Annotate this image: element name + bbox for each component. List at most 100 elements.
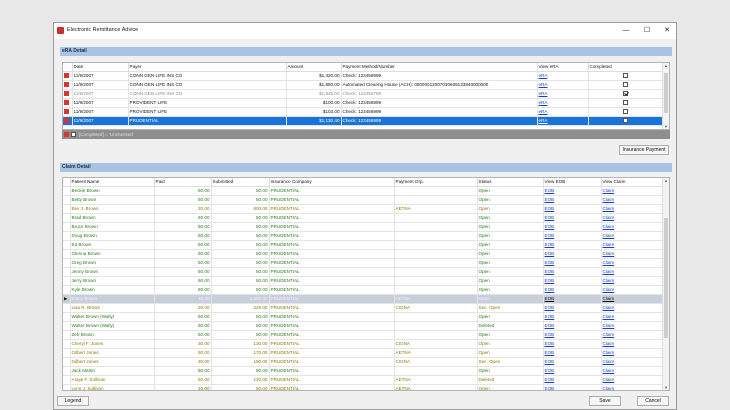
claim-scrollbar[interactable]: ▲ ▼ <box>662 178 669 390</box>
claim-row[interactable]: Kyle Brown 50.00 50.00 PRUDENTIAL Open EOB Cla… <box>63 285 664 295</box>
view-eob-link[interactable]: EOB <box>544 215 555 220</box>
claim-row[interactable]: Greg Brown 50.00 50.00 PRUDENTIAL Open EOB Cla… <box>63 258 664 268</box>
view-eob-link[interactable]: EOB <box>544 287 555 292</box>
claim-row[interactable]: Cheryl F. Jones 30.00 130.00 PRUDENTIAL CIGN… <box>63 339 664 349</box>
claim-column-header[interactable]: Paid <box>154 178 212 187</box>
claim-row[interactable]: Jenny Brown 50.00 50.00 PRUDENTIAL Open EOB Cl… <box>63 267 664 277</box>
pdf-icon[interactable] <box>64 91 69 97</box>
view-eob-link[interactable]: EOB <box>544 386 555 391</box>
view-eob-link[interactable]: EOB <box>544 350 555 355</box>
era-row[interactable]: 11/9/2007 PRUDENTIAL $1,130.40 Check: 12345… <box>63 116 664 126</box>
claim-column-header[interactable]: Insurance Company <box>269 178 395 187</box>
claim-row[interactable]: Doug Brown 50.00 50.00 PRUDENTIAL Open EOB Cla… <box>63 231 664 241</box>
claim-row[interactable]: Beckie Brown 50.00 50.00 PRUDENTIAL Open EOB C… <box>63 186 664 196</box>
view-eob-link[interactable]: EOB <box>544 251 555 256</box>
filter-enable-checkbox[interactable] <box>71 132 76 137</box>
minimize-button[interactable]: — <box>622 27 630 34</box>
view-claim-link[interactable]: Claim <box>602 287 615 292</box>
view-claim-link[interactable]: Claim <box>602 251 615 256</box>
view-eob-link[interactable]: EOB <box>544 377 555 382</box>
view-claim-link[interactable]: Claim <box>602 350 615 355</box>
era-scroll-thumb[interactable] <box>664 73 668 113</box>
view-claim-link[interactable]: Claim <box>602 215 615 220</box>
view-claim-link[interactable]: Claim <box>602 197 615 202</box>
claim-row[interactable]: ▶ Stacy Brown 40.00 1,600.00 PRUDENTIAL AETNA… <box>63 294 664 304</box>
view-era-link[interactable]: eRA <box>538 109 548 114</box>
view-eob-link[interactable]: EOB <box>544 197 555 202</box>
claim-row[interactable]: Bruce Brown 50.00 50.00 PRUDENTIAL Open EOB Cl… <box>63 222 664 232</box>
view-era-link[interactable]: eRA <box>538 91 548 96</box>
era-column-header[interactable]: View eRA <box>537 63 589 72</box>
completed-checkbox[interactable] <box>623 91 628 97</box>
scroll-down-icon[interactable]: ▼ <box>664 385 668 390</box>
claim-row[interactable]: Bev J. Brown 20.00 800.00 PRUDENTIAL AETNA Op… <box>63 204 664 214</box>
claim-column-header[interactable]: Status <box>477 178 544 187</box>
view-claim-link[interactable]: Claim <box>602 206 615 211</box>
claim-column-header[interactable]: Patient Name <box>70 178 155 187</box>
claim-row[interactable]: Lisa R. Brown 30.00 225.00 PRUDENTIAL CIGNA S… <box>63 303 664 313</box>
completed-checkbox[interactable] <box>623 109 628 115</box>
view-claim-link[interactable]: Claim <box>602 233 615 238</box>
view-claim-link[interactable]: Claim <box>602 242 615 247</box>
claim-row[interactable]: Jerry Brown 50.00 50.00 PRUDENTIAL Open EOB Cl… <box>63 276 664 286</box>
claim-row[interactable]: Ed Brown 50.00 50.00 PRUDENTIAL Open EOB Claim <box>63 240 664 250</box>
view-claim-link[interactable]: Claim <box>602 305 615 310</box>
scroll-up-icon[interactable]: ▲ <box>664 178 668 183</box>
view-era-link[interactable]: eRA <box>538 118 548 123</box>
view-eob-link[interactable]: EOB <box>544 305 555 310</box>
claim-column-header[interactable]: Submitted <box>211 178 270 187</box>
era-row[interactable]: 11/9/2007 CONN GEN LIFE INS CO $1,420.00 Ch… <box>63 71 664 81</box>
save-button[interactable]: Save <box>589 396 621 406</box>
claim-row[interactable]: Gilbert Jones 30.00 150.00 PRUDENTIAL CIGNA S… <box>63 357 664 367</box>
scroll-down-icon[interactable]: ▼ <box>664 124 668 129</box>
era-scrollbar[interactable]: ▲ ▼ <box>662 63 669 129</box>
claim-row[interactable]: Lynn J. Sullivan 10.00 50.00 PRUDENTIAL AETN… <box>63 384 664 391</box>
view-claim-link[interactable]: Claim <box>602 314 615 319</box>
view-claim-link[interactable]: Claim <box>602 332 615 337</box>
view-claim-link[interactable]: Claim <box>602 188 615 193</box>
view-claim-link[interactable]: Claim <box>602 323 615 328</box>
view-eob-link[interactable]: EOB <box>544 206 555 211</box>
claim-row[interactable]: Brad Brown 50.00 50.00 PRUDENTIAL Open EOB Cla… <box>63 213 664 223</box>
view-eob-link[interactable]: EOB <box>544 341 555 346</box>
view-eob-link[interactable]: EOB <box>544 314 555 319</box>
claim-row[interactable]: Walter Brown (Wally) 50.00 50.00 PRUDENTIAL… <box>63 312 664 322</box>
completed-checkbox[interactable] <box>623 73 628 79</box>
close-button[interactable]: ✕ <box>664 27 670 34</box>
view-eob-link[interactable]: EOB <box>544 260 555 265</box>
view-claim-link[interactable]: Claim <box>602 368 615 373</box>
claim-row[interactable]: Betty Brown 50.00 50.00 PRUDENTIAL Open EOB Cl… <box>63 195 664 205</box>
clear-filter-icon[interactable] <box>64 132 69 137</box>
view-eob-link[interactable]: EOB <box>544 296 555 301</box>
view-eob-link[interactable]: EOB <box>544 233 555 238</box>
view-eob-link[interactable]: EOB <box>544 323 555 328</box>
maximize-button[interactable]: ☐ <box>643 27 651 34</box>
era-column-header[interactable]: Payer <box>128 63 287 72</box>
view-claim-link[interactable]: Claim <box>602 278 615 283</box>
view-eob-link[interactable]: EOB <box>544 368 555 373</box>
pdf-icon[interactable] <box>64 82 69 88</box>
view-era-link[interactable]: eRA <box>538 100 548 105</box>
claim-row[interactable]: Glenna Brown 50.00 50.00 PRUDENTIAL Open EOB C… <box>63 249 664 259</box>
claim-row[interactable]: Zeb Brown 50.00 50.00 PRUDENTIAL Open EOB Clai… <box>63 330 664 340</box>
claim-column-header[interactable]: View Claim <box>601 178 664 187</box>
view-claim-link[interactable]: Claim <box>602 341 615 346</box>
claim-column-header[interactable]: View EOB <box>543 178 602 187</box>
view-eob-link[interactable]: EOB <box>544 269 555 274</box>
era-column-header[interactable]: Date <box>72 63 129 72</box>
claim-row[interactable]: Walter Brown (Wally) 50.00 50.00 PRUDENTIAL… <box>63 321 664 331</box>
view-eob-link[interactable]: EOB <box>544 224 555 229</box>
claim-column-header[interactable]: Payment Grp. <box>394 178 478 187</box>
claim-row[interactable]: Gilbert Jones 50.00 170.00 PRUDENTIAL AETNA O… <box>63 348 664 358</box>
view-eob-link[interactable]: EOB <box>544 359 555 364</box>
insurance-payment-button[interactable]: Insurance Payment <box>619 145 669 155</box>
pdf-icon[interactable] <box>64 100 69 106</box>
completed-checkbox[interactable] <box>623 118 628 124</box>
filter-text[interactable]: [Completed] = 'Unchecked' <box>79 132 134 137</box>
view-claim-link[interactable]: Claim <box>602 386 615 391</box>
claim-row[interactable]: Angie F. Sullivan 50.00 130.00 PRUDENTIAL AE… <box>63 375 664 385</box>
pdf-icon[interactable] <box>64 73 69 79</box>
view-claim-link[interactable]: Claim <box>602 377 615 382</box>
view-era-link[interactable]: eRA <box>538 82 548 87</box>
completed-checkbox[interactable] <box>623 100 628 106</box>
